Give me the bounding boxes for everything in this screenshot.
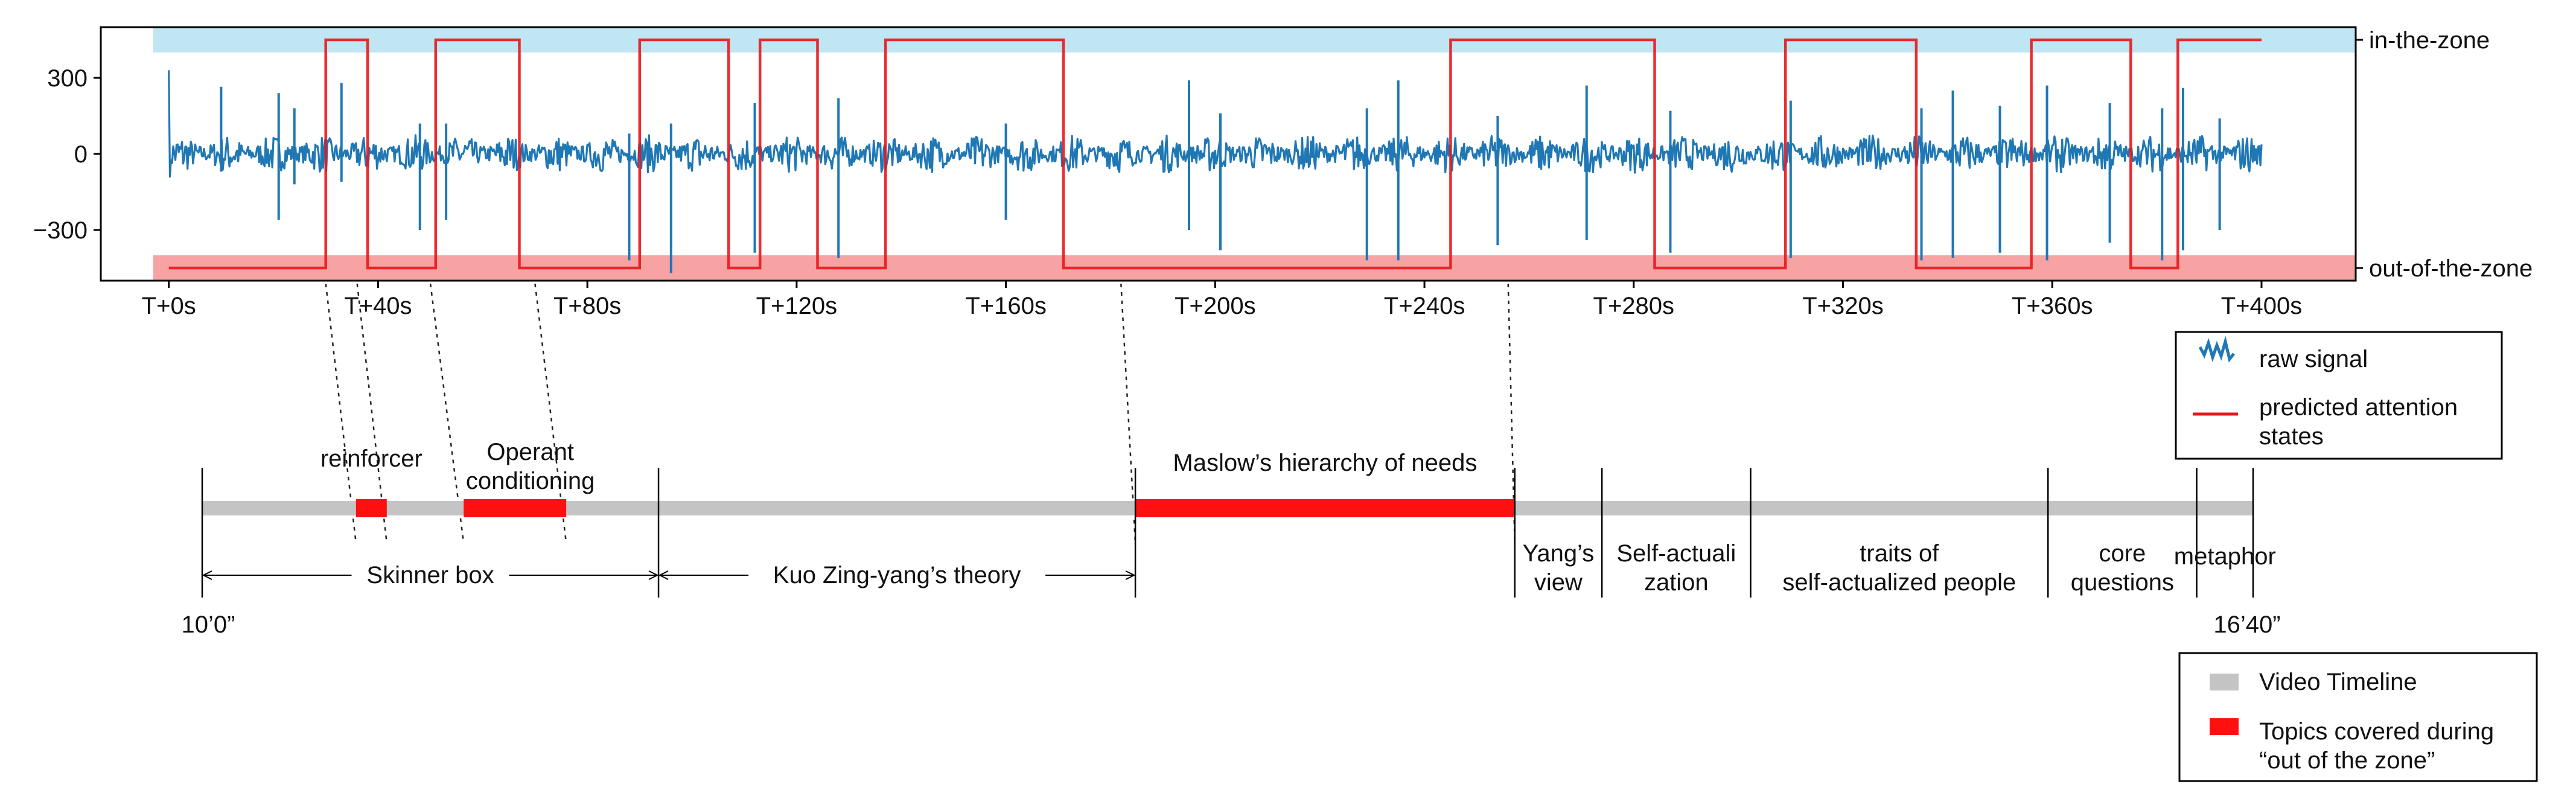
- topic-label: Yang’s: [1523, 540, 1595, 567]
- arrowhead-right-0: [648, 570, 659, 580]
- connector-3: [534, 283, 567, 544]
- y-tick-label: 0: [74, 141, 88, 168]
- topic-label: view: [1534, 569, 1583, 596]
- x-tick-label: T+40s: [344, 293, 412, 319]
- predicted-attention-series: [168, 38, 2262, 270]
- plot-axes: 300 0 −300 T+0s T+40s T+80s T+120s T+160s T+200s…: [33, 27, 2533, 319]
- zone-label: in-the-zone: [2369, 27, 2490, 54]
- x-tick-label: T+0s: [142, 293, 196, 319]
- legend-label-line: states: [2259, 423, 2324, 450]
- topic-label: core: [2099, 540, 2146, 567]
- x-tick-label: T+320s: [1802, 293, 1884, 319]
- arrowhead-right-1: [1125, 570, 1136, 580]
- arrowhead-left-0: [202, 570, 212, 580]
- x-tick-label: T+80s: [553, 293, 621, 319]
- legend-label: predicted attention states: [2259, 394, 2458, 450]
- zone-label: out-of-the-zone: [2369, 255, 2533, 282]
- predicted-attention-line: [168, 38, 2262, 270]
- legend-swatch-out-of-zone: [2210, 718, 2239, 735]
- connector-4: [1120, 283, 1137, 544]
- y-tick-label: 300: [47, 65, 88, 92]
- x-tick-label: T+240s: [1384, 293, 1465, 319]
- segment-label-reinforcer: reinforcer: [320, 445, 422, 472]
- timeline-end-label: 16’40”: [2213, 611, 2280, 638]
- legend-label: “out of the zone”: [2259, 747, 2435, 774]
- arrowhead-left-1: [658, 570, 669, 580]
- video-timeline: 10’0” 16’40” reinforcer Operant conditioning…: [182, 439, 2281, 638]
- connector-2: [429, 283, 465, 544]
- span-label: Kuo Zing-yang’s theory: [773, 562, 1021, 588]
- legend-label: Topics covered during: [2259, 718, 2494, 745]
- segment-label-operant: Operant: [486, 439, 574, 465]
- legend-swatch-raw-signal: [2198, 336, 2235, 363]
- topic-label: self-actualized people: [1782, 569, 2016, 596]
- topic-label: traits of: [1860, 540, 1939, 567]
- x-tick-label: T+360s: [2012, 293, 2093, 319]
- x-tick-label: T+200s: [1175, 293, 1256, 319]
- topic-label: Self-actuali: [1616, 540, 1736, 567]
- x-tick-label: T+160s: [965, 293, 1047, 319]
- timeline-connectors: [325, 283, 1516, 544]
- topic-label: metaphor: [2174, 543, 2276, 570]
- signal-legend: raw signal predicted attention states: [2175, 331, 2503, 460]
- raw-signal-series: [168, 70, 2263, 273]
- legend-label: raw signal: [2259, 346, 2368, 372]
- connector-0: [325, 283, 357, 544]
- topic-label: zation: [1644, 569, 1709, 596]
- connector-1: [356, 283, 388, 544]
- timeline-legend: Video Timeline Topics covered during“out …: [2178, 652, 2538, 782]
- legend-swatch-video-timeline: [2210, 674, 2239, 690]
- legend-label: Video Timeline: [2259, 669, 2417, 695]
- connector-5: [1507, 283, 1516, 544]
- legend-box: [2178, 652, 2538, 782]
- raw-signal-line: [168, 70, 2263, 178]
- x-tick-label: T+280s: [1593, 293, 1675, 319]
- segment-label-maslow: Maslow’s hierarchy of needs: [1173, 450, 1477, 476]
- x-tick-label: T+120s: [756, 293, 838, 319]
- segment-label-operant: conditioning: [466, 468, 595, 494]
- legend-box: [2175, 331, 2503, 460]
- span-label: Skinner box: [366, 562, 494, 588]
- x-tick-label: T+400s: [2221, 293, 2303, 319]
- topic-label: questions: [2071, 569, 2174, 596]
- y-tick-label: −300: [33, 217, 88, 244]
- timeline-start-label: 10’0”: [182, 611, 235, 638]
- legend-label-line: predicted attention: [2259, 394, 2458, 421]
